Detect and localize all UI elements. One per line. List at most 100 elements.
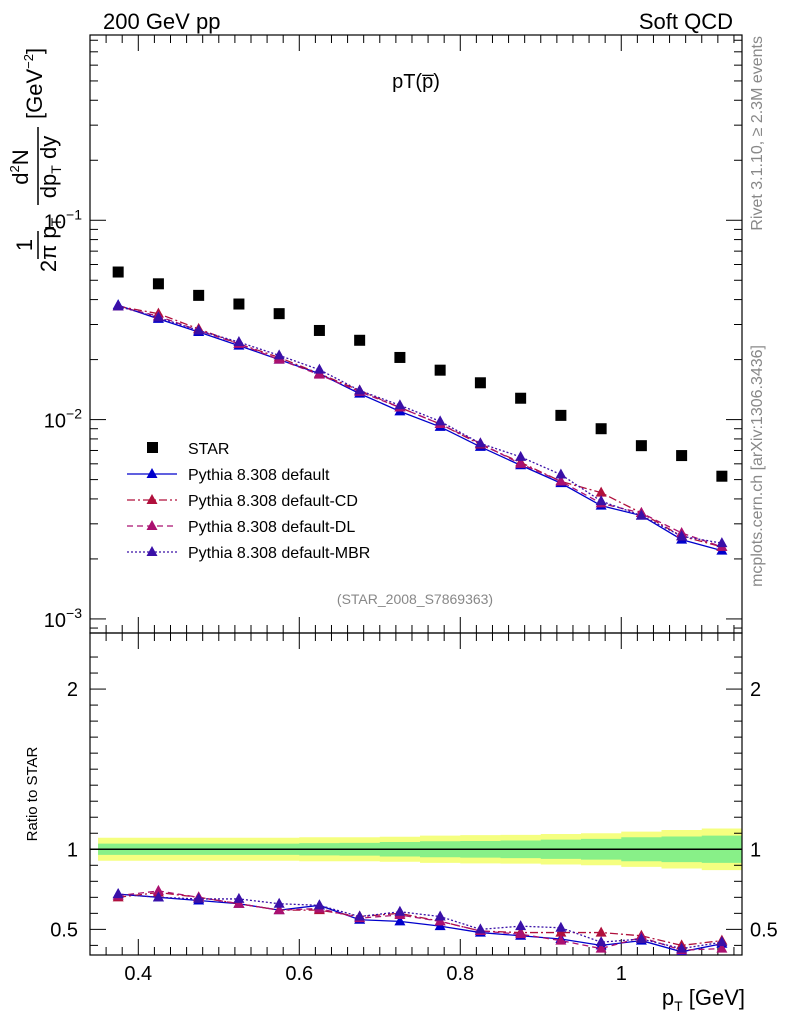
mbr-ratio-point <box>193 892 205 903</box>
ratio-y-tick-label-right: 0.5 <box>750 919 778 941</box>
mbr-point <box>354 384 366 395</box>
ratio-y-axis-label: Ratio to STAR <box>24 746 41 841</box>
dl-ratio-point <box>716 942 728 953</box>
ratio-y-tick-label-right: 1 <box>750 839 761 861</box>
mbr-ratio-point <box>273 897 285 908</box>
star-point <box>112 266 124 278</box>
main-plot-frame <box>89 34 743 634</box>
legend-marker-cd <box>146 494 158 504</box>
star-point <box>354 334 366 346</box>
cd-point <box>595 486 607 497</box>
mbr-point <box>635 509 647 520</box>
legend-label-cd: Pythia 8.308 default-CD <box>188 493 358 510</box>
default-series-line <box>117 304 723 552</box>
svg-text:dpT dy: dpT dy <box>36 136 64 198</box>
mbr-ratio-point <box>394 905 406 916</box>
legend-marker-default <box>146 468 158 478</box>
star-point <box>193 289 205 301</box>
star-point <box>595 423 607 435</box>
default-ratio-line <box>118 893 723 953</box>
star-point <box>273 308 285 320</box>
header-left: 200 GeV pp <box>103 9 220 34</box>
x-tick-label: 0.6 <box>285 963 313 985</box>
mbr-ratio-point <box>515 920 527 931</box>
star-point <box>233 298 245 310</box>
star-point <box>152 278 164 290</box>
star-point <box>716 470 728 482</box>
mbr-ratio-point <box>152 891 164 902</box>
header-right: Soft QCD <box>639 9 733 34</box>
mbr-point <box>555 468 567 479</box>
star-point <box>635 440 647 452</box>
mbr-point <box>193 324 205 335</box>
dl-ratio-point <box>555 934 567 945</box>
mbr-point <box>515 450 527 461</box>
mbr-point <box>716 537 728 548</box>
mbr-ratio-point <box>676 942 688 953</box>
ratio-y-tick-label: 2 <box>67 679 78 701</box>
mbr-ratio-point <box>313 899 325 910</box>
mbr-point <box>595 495 607 506</box>
cd-ratio-point <box>595 926 607 937</box>
main-panel: 10−1 10−2 10−3 <box>44 34 743 634</box>
mbr-ratio-point <box>716 936 728 947</box>
mbr-point <box>313 363 325 374</box>
side-label-mcplots: mcplots.cern.ch [arXiv:1306.3436] <box>749 345 766 587</box>
legend-label-dl: Pythia 8.308 default-DL <box>188 519 355 536</box>
mbr-point <box>152 311 164 322</box>
main-y-axis-label: 1 2π pT d2N dpT dy [GeV−2] <box>7 48 64 272</box>
mbr-point <box>394 399 406 410</box>
legend: STAR Pythia 8.308 default Pythia 8.308 def… <box>127 441 370 562</box>
star-point <box>555 409 567 421</box>
ratio-series-group <box>112 884 728 955</box>
svg-text:[GeV−2]: [GeV−2] <box>21 48 47 119</box>
mbr-series-line <box>117 305 722 544</box>
x-tick-label: 1 <box>616 963 627 985</box>
dl-ratio-point <box>152 884 164 895</box>
mbr-point <box>273 349 285 360</box>
x-tick-label: 0.8 <box>446 963 474 985</box>
mbr-point <box>112 300 124 311</box>
mbr-point <box>474 437 486 448</box>
mbr-ratio-point <box>233 892 245 903</box>
legend-label-mbr: Pythia 8.308 default-MBR <box>188 545 370 562</box>
dl-point <box>313 368 325 379</box>
star-point <box>474 377 486 389</box>
mbr-ratio-point <box>635 932 647 943</box>
legend-label-default: Pythia 8.308 default <box>188 467 330 484</box>
plot-title: pT(p̅) <box>392 71 440 93</box>
legend-marker-star <box>147 442 158 453</box>
dl-ratio-point <box>273 904 285 915</box>
mbr-ratio-line <box>118 893 722 950</box>
star-point <box>676 450 688 462</box>
legend-marker-mbr <box>146 546 158 556</box>
mbr-ratio-point <box>555 921 567 932</box>
mbr-point <box>233 336 245 347</box>
legend-label-star: STAR <box>188 441 229 458</box>
side-label-rivet: Rivet 3.1.10, ≥ 2.3M events <box>749 36 766 231</box>
mbr-ratio-point <box>112 888 124 899</box>
main-y-tick-label: 10−3 <box>44 605 82 632</box>
dl-point <box>555 475 567 486</box>
ratio-panel: 0.5 0.5 1 1 2 2 0.4 0.6 0.8 1 <box>50 632 778 985</box>
svg-text:1: 1 <box>12 239 37 251</box>
dl-series-line <box>118 305 723 548</box>
mbr-ratio-point <box>434 910 446 921</box>
star-point <box>313 324 325 336</box>
svg-text:d2N: d2N <box>7 149 33 184</box>
x-tick-label: 0.4 <box>124 963 152 985</box>
svg-text:2π pT: 2π pT <box>36 217 64 272</box>
mbr-point <box>434 415 446 426</box>
ratio-y-tick-label: 0.5 <box>50 919 78 941</box>
star-point <box>515 392 527 404</box>
dl-point <box>515 457 527 468</box>
legend-marker-dl <box>146 520 158 530</box>
main-y-tick-label: 10−1 <box>44 206 82 233</box>
mbr-point <box>676 530 688 541</box>
default-ratio-point <box>394 915 406 926</box>
x-axis-label: pT [GeV] <box>662 985 745 1014</box>
mbr-ratio-point <box>595 936 607 947</box>
mbr-ratio-point <box>354 910 366 921</box>
dl-ratio-point <box>515 928 527 939</box>
